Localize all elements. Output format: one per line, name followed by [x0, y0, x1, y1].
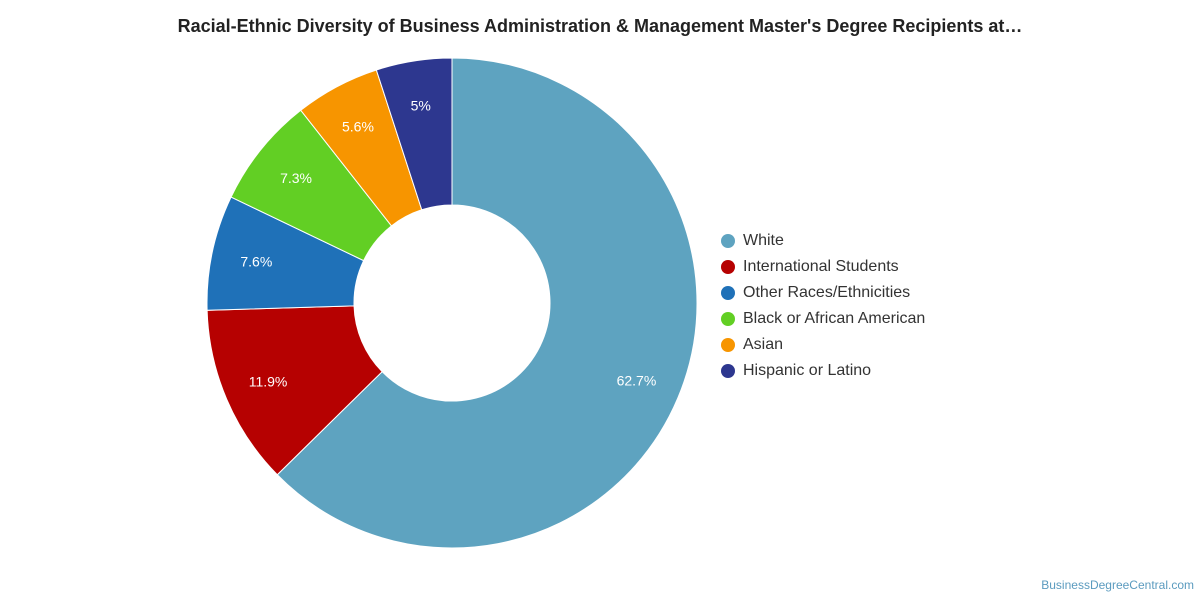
- legend-label: White: [743, 232, 784, 249]
- chart-legend: White International Students Other Races/E…: [721, 228, 925, 384]
- slice-hispanic-or-latino[interactable]: [375, 57, 453, 211]
- slice-label: 7.3%: [280, 170, 312, 186]
- legend-swatch-icon: [721, 338, 735, 352]
- legend-label: Asian: [743, 336, 784, 353]
- slice-white[interactable]: [276, 57, 698, 549]
- legend-swatch-icon: [721, 234, 735, 248]
- legend-swatch-icon: [721, 286, 735, 300]
- legend-item[interactable]: Hispanic or Latino: [721, 358, 925, 384]
- slice-label: 7.6%: [240, 254, 272, 270]
- legend-label: Hispanic or Latino: [743, 362, 872, 379]
- legend-label: Black or African American: [743, 310, 926, 327]
- legend-item[interactable]: White: [721, 228, 925, 254]
- legend-swatch-icon: [721, 364, 735, 378]
- legend-label: International Students: [743, 258, 899, 275]
- slice-label: 11.9%: [249, 373, 288, 389]
- site-credit[interactable]: BusinessDegreeCentral.com: [1041, 578, 1194, 592]
- donut-labels: 62.7% 11.9% 7.6% 7.3% 5.6% 5%: [240, 97, 656, 389]
- legend-item[interactable]: Black or African American: [721, 306, 925, 332]
- legend-item[interactable]: Other Races/Ethnicities: [721, 280, 925, 306]
- legend-item[interactable]: Asian: [721, 332, 925, 358]
- legend-label: Other Races/Ethnicities: [743, 284, 911, 301]
- slice-international-students[interactable]: [206, 305, 383, 476]
- legend-swatch-icon: [721, 312, 735, 326]
- chart-title: Racial-Ethnic Diversity of Business Admi…: [177, 16, 1023, 36]
- slice-label: 5.6%: [342, 118, 374, 134]
- legend-swatch-icon: [721, 260, 735, 274]
- legend-item[interactable]: International Students: [721, 254, 925, 280]
- slice-label: 5%: [411, 97, 431, 113]
- slice-label: 62.7%: [617, 372, 657, 388]
- donut-slices: [206, 57, 698, 549]
